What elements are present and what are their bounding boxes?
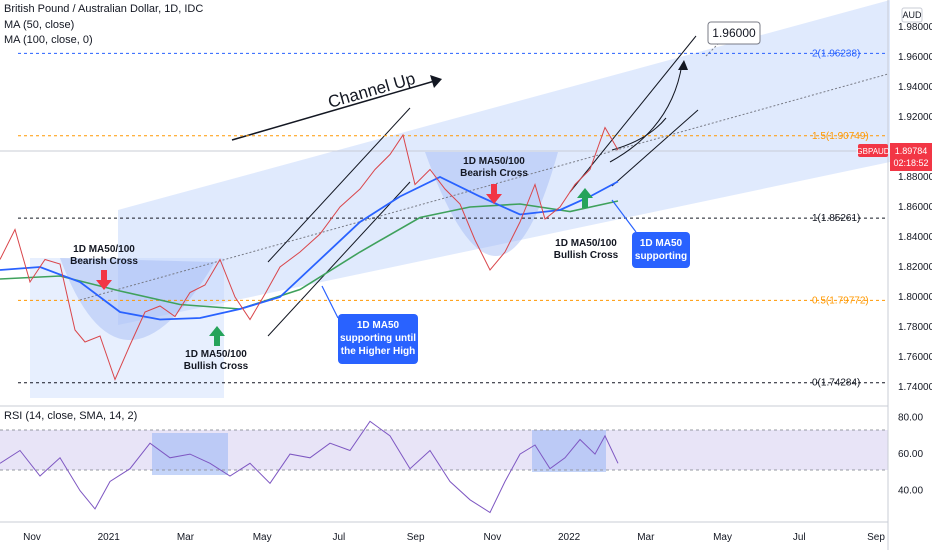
- bearish-cross-2-line1: 1D MA50/100: [463, 156, 525, 167]
- chart-title: British Pound / Australian Dollar, 1D, I…: [4, 3, 204, 15]
- rsi-axis: 80.00 60.00 40.00: [898, 413, 923, 497]
- time-tick-label: Mar: [637, 532, 655, 543]
- price-tick-label: 1.74000: [898, 382, 932, 393]
- bullish-cross-2-line1: 1D MA50/100: [555, 238, 617, 249]
- price-tick-label: 1.86000: [898, 202, 932, 213]
- ma100-legend[interactable]: MA (100, close, 0): [4, 34, 93, 46]
- rsi-tick-label: 60.00: [898, 449, 923, 460]
- cup-shape-right: [425, 152, 558, 256]
- price-tag-countdown: 02:18:52: [893, 158, 928, 168]
- bullish-arrow-1: [209, 326, 225, 346]
- fib-level-label: 0.5(1.79772): [812, 295, 869, 306]
- channel-up-label: Channel Up: [326, 69, 418, 112]
- target-value: 1.96000: [712, 26, 756, 40]
- fib-level-label: 0(1.74284): [812, 378, 860, 389]
- support-2-line1: 1D MA50: [640, 238, 683, 249]
- bearish-cross-1-line2: Bearish Cross: [70, 256, 138, 267]
- support-1-line1: 1D MA50: [357, 320, 400, 331]
- bearish-arrow-1: [96, 270, 112, 290]
- rsi-tick-label: 40.00: [898, 486, 923, 497]
- ma50-support-callout-2: 1D MA50 supporting: [611, 199, 690, 268]
- time-tick-label: 2021: [98, 532, 121, 543]
- price-tick-label: 1.92000: [898, 112, 932, 123]
- fib-levels: 2(1.96238) 1.5(1.90749) 1(1.85261) 0.5(1.79…: [18, 48, 888, 389]
- time-axis: Nov 2021 Mar May Jul Sep Nov 2022 Mar May Jul Sep: [23, 532, 885, 543]
- support-2-line2: supporting: [635, 251, 687, 262]
- time-tick-label: Mar: [177, 532, 195, 543]
- price-line: [0, 126, 619, 381]
- rsi-zone: [0, 430, 888, 470]
- rsi-box-2: [532, 430, 606, 472]
- trend-line-2: [267, 181, 411, 337]
- projection-arrowhead: [678, 60, 688, 70]
- trend-line-4: [611, 109, 699, 187]
- support-1-line2: supporting until: [340, 333, 416, 344]
- price-tick-label: 1.76000: [898, 352, 932, 363]
- support-1-line3: the Higher High: [341, 346, 415, 357]
- bearish-cross-1-line1: 1D MA50/100: [73, 244, 135, 255]
- price-axis: 1.980001.960001.940001.920001.900001.880…: [898, 22, 932, 393]
- rsi-tick-label: 80.00: [898, 413, 923, 424]
- ma50-line: [0, 175, 619, 321]
- rsi-legend[interactable]: RSI (14, close, SMA, 14, 2): [4, 410, 138, 422]
- cup-shape-left: [60, 258, 215, 341]
- fib-level-label: 1(1.85261): [812, 213, 860, 224]
- time-tick-label: Nov: [23, 532, 41, 543]
- currency-box[interactable]: [901, 7, 923, 23]
- bullish-cross-2-line2: Bullish Cross: [554, 250, 619, 261]
- bullish-cross-1-line2: Bullish Cross: [184, 361, 249, 372]
- trend-line-1: [267, 107, 411, 263]
- time-tick-label: Nov: [483, 532, 501, 543]
- time-tick-label: Jul: [793, 532, 806, 543]
- bullish-cross-1-line1: 1D MA50/100: [185, 349, 247, 360]
- currency-label: AUD: [902, 10, 922, 20]
- price-tick-label: 1.96000: [898, 52, 932, 63]
- projection-curve-up: [609, 63, 683, 163]
- price-tag-symbol: GBPAUD: [856, 147, 889, 156]
- fib-level-label: 2(1.96238): [812, 48, 860, 59]
- time-tick-label: Jul: [333, 532, 346, 543]
- channel-label-arrowhead: [430, 75, 442, 88]
- time-tick-label: 2022: [558, 532, 581, 543]
- target-callout: 1.96000: [707, 21, 761, 45]
- prior-range-band: [30, 258, 224, 398]
- rsi-line: [0, 420, 619, 514]
- channel-up-band: [118, 0, 890, 325]
- ma100-line: [0, 200, 619, 310]
- bullish-arrow-2: [577, 188, 593, 208]
- time-tick-label: Sep: [867, 532, 885, 543]
- price-tick-label: 1.84000: [898, 232, 932, 243]
- time-tick-label: May: [713, 532, 732, 543]
- price-tick-label: 1.82000: [898, 262, 932, 273]
- projection-curve-side: [611, 117, 667, 151]
- price-tick-label: 1.78000: [898, 322, 932, 333]
- price-tag-value: 1.89784: [895, 146, 928, 156]
- price-tick-label: 1.88000: [898, 172, 932, 183]
- fib-level-label: 1.5(1.90749): [812, 131, 869, 142]
- price-tick-label: 1.94000: [898, 82, 932, 93]
- time-tick-label: Sep: [407, 532, 425, 543]
- ma50-support-callout-1: 1D MA50 supporting until the Higher High: [321, 285, 418, 364]
- channel-label-arrow: [231, 79, 439, 141]
- ma50-legend[interactable]: MA (50, close): [4, 19, 75, 31]
- price-tick-label: 1.80000: [898, 292, 932, 303]
- bearish-arrow-2: [486, 184, 502, 204]
- time-tick-label: May: [253, 532, 272, 543]
- bearish-cross-2-line2: Bearish Cross: [460, 168, 528, 179]
- price-tick-label: 1.98000: [898, 22, 932, 33]
- last-price-tag: GBPAUD 1.89784 02:18:52: [856, 143, 932, 171]
